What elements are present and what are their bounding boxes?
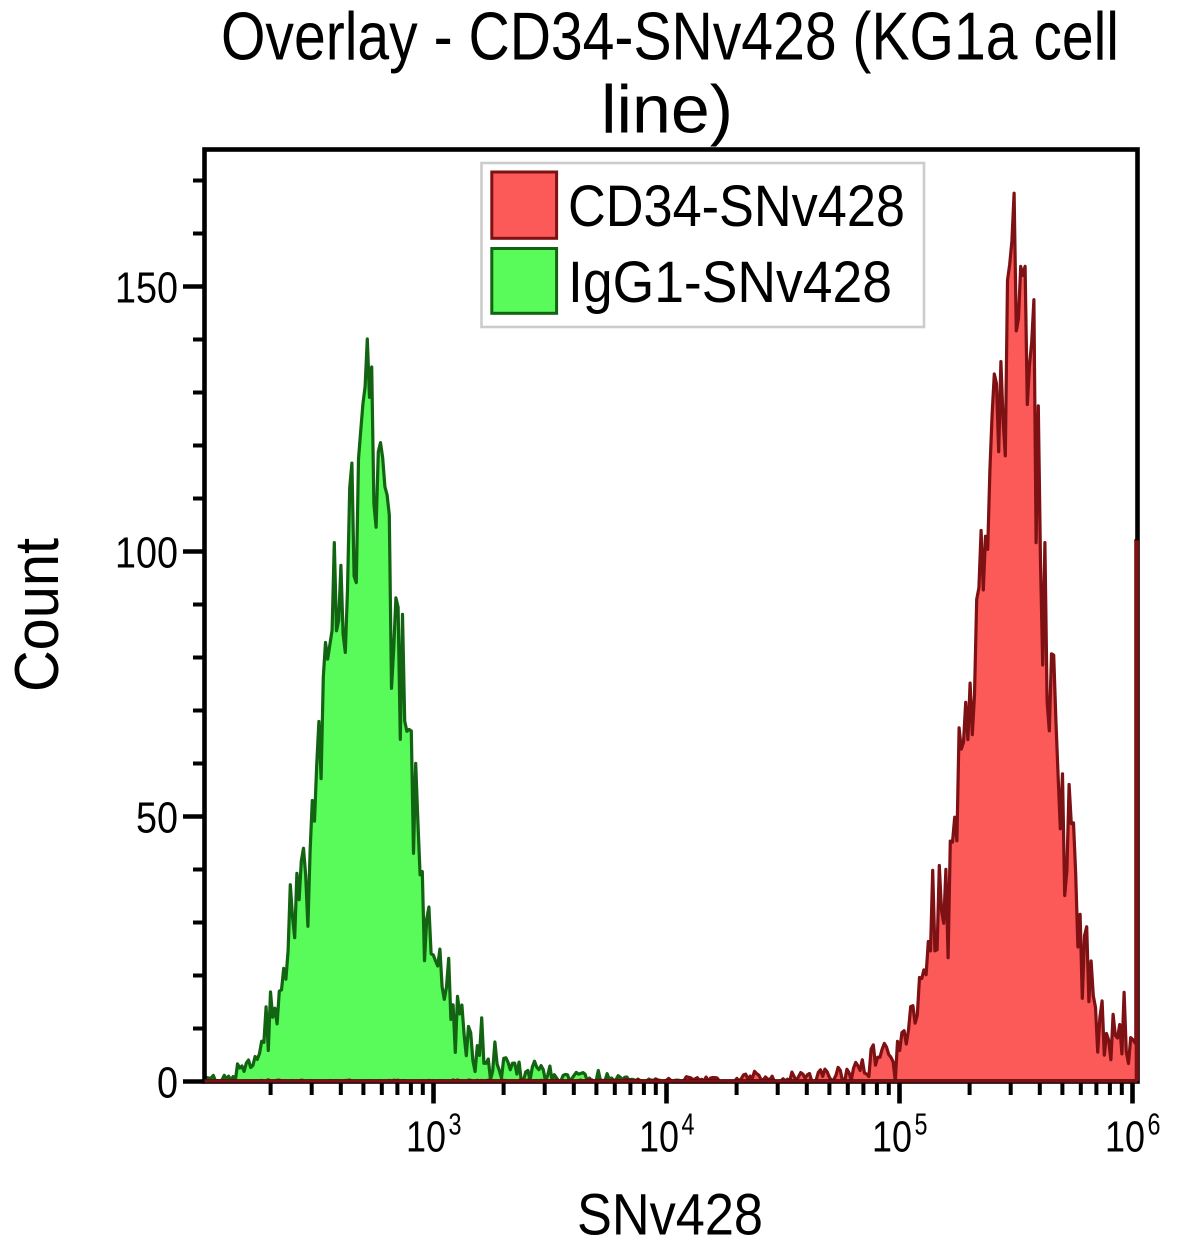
svg-text:5: 5: [915, 1107, 928, 1142]
svg-text:IgG1-SNv428: IgG1-SNv428: [568, 250, 892, 315]
svg-text:line): line): [601, 72, 733, 148]
svg-text:150: 150: [115, 264, 178, 313]
svg-text:CD34-SNv428: CD34-SNv428: [568, 174, 905, 239]
svg-text:SNv428: SNv428: [577, 1183, 763, 1248]
svg-text:10: 10: [639, 1113, 679, 1162]
svg-text:Overlay - CD34-SNv428 (KG1a ce: Overlay - CD34-SNv428 (KG1a cell: [221, 0, 1119, 75]
svg-text:50: 50: [136, 794, 178, 843]
svg-text:10: 10: [872, 1113, 912, 1162]
svg-text:Count: Count: [3, 538, 72, 692]
svg-text:4: 4: [682, 1107, 695, 1142]
svg-text:10: 10: [406, 1113, 446, 1162]
svg-text:6: 6: [1148, 1107, 1161, 1142]
svg-text:3: 3: [449, 1107, 462, 1142]
svg-text:10: 10: [1105, 1113, 1145, 1162]
svg-text:0: 0: [157, 1059, 178, 1108]
svg-text:100: 100: [115, 529, 178, 578]
